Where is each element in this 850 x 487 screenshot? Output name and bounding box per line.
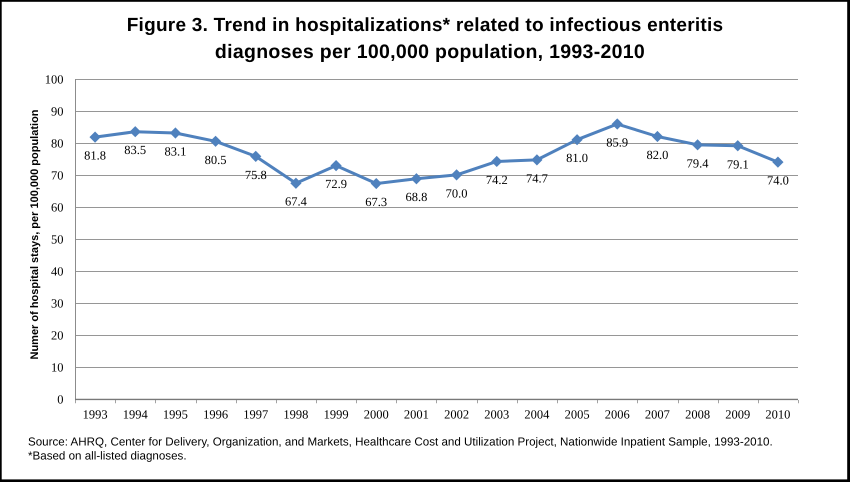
svg-text:Numer of hospital stays, per 1: Numer of hospital stays, per 100,000 pop… (29, 109, 41, 359)
svg-text:81.0: 81.0 (566, 151, 588, 165)
svg-text:diagnoses per 100,000 populati: diagnoses per 100,000 population, 1993-2… (215, 41, 645, 63)
svg-text:67.3: 67.3 (365, 195, 387, 209)
svg-text:1996: 1996 (203, 408, 228, 422)
svg-text:90: 90 (51, 105, 64, 119)
svg-text:50: 50 (51, 233, 64, 247)
svg-text:70.0: 70.0 (446, 186, 468, 200)
svg-text:1995: 1995 (163, 408, 188, 422)
svg-text:2010: 2010 (765, 408, 790, 422)
svg-text:60: 60 (51, 201, 64, 215)
svg-text:80.5: 80.5 (205, 153, 227, 167)
svg-text:70: 70 (51, 169, 64, 183)
svg-text:2009: 2009 (725, 408, 750, 422)
svg-text:Source: AHRQ, Center for Deliv: Source: AHRQ, Center for Delivery, Organ… (28, 436, 773, 449)
svg-text:2000: 2000 (364, 408, 389, 422)
svg-text:74.7: 74.7 (526, 171, 548, 185)
svg-text:1999: 1999 (324, 408, 349, 422)
svg-text:1997: 1997 (243, 408, 268, 422)
svg-text:75.8: 75.8 (245, 168, 267, 182)
svg-text:79.1: 79.1 (727, 157, 749, 171)
svg-text:30: 30 (51, 297, 64, 311)
svg-text:2003: 2003 (484, 408, 509, 422)
svg-text:100: 100 (45, 73, 64, 87)
svg-text:82.0: 82.0 (646, 148, 668, 162)
svg-text:2005: 2005 (565, 408, 590, 422)
svg-text:2006: 2006 (605, 408, 630, 422)
svg-text:Figure 3. Trend in hospitaliza: Figure 3. Trend in hospitalizations* rel… (127, 15, 724, 36)
svg-text:2008: 2008 (685, 408, 710, 422)
svg-text:74.0: 74.0 (767, 174, 789, 188)
svg-text:2001: 2001 (404, 408, 429, 422)
svg-text:20: 20 (51, 329, 64, 343)
svg-text:1994: 1994 (123, 408, 149, 422)
svg-text:0: 0 (57, 393, 63, 407)
svg-text:85.9: 85.9 (606, 136, 628, 150)
svg-text:72.9: 72.9 (325, 177, 347, 191)
svg-text:83.1: 83.1 (164, 145, 186, 159)
svg-text:2007: 2007 (645, 408, 670, 422)
svg-text:*Based on all-listed diagnoses: *Based on all-listed diagnoses. (28, 450, 187, 463)
svg-text:1998: 1998 (283, 408, 308, 422)
svg-text:10: 10 (51, 361, 64, 375)
svg-text:67.4: 67.4 (285, 195, 308, 209)
svg-text:79.4: 79.4 (687, 156, 710, 170)
svg-text:74.2: 74.2 (486, 173, 508, 187)
svg-text:83.5: 83.5 (124, 143, 146, 157)
svg-text:2004: 2004 (524, 408, 550, 422)
svg-text:81.8: 81.8 (84, 149, 106, 163)
svg-text:80: 80 (51, 137, 64, 151)
svg-text:40: 40 (51, 265, 64, 279)
svg-text:68.8: 68.8 (405, 190, 427, 204)
svg-text:2002: 2002 (444, 408, 469, 422)
svg-text:1993: 1993 (83, 408, 108, 422)
